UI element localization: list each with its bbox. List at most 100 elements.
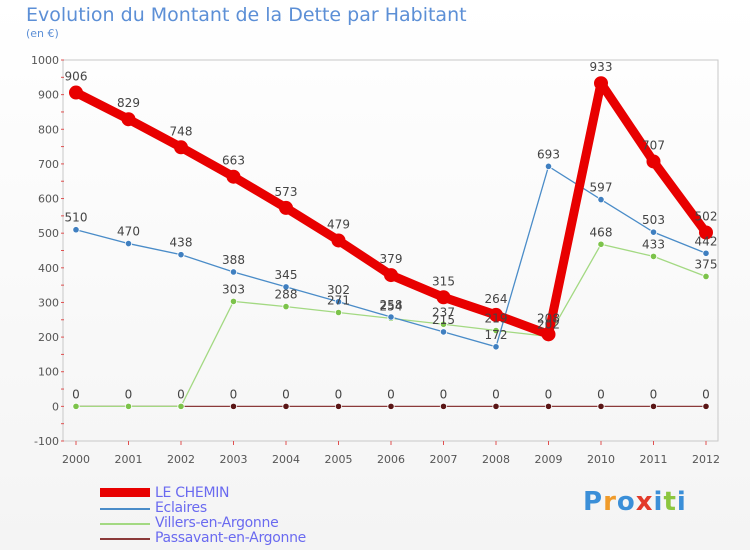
data-label: 271	[327, 293, 350, 307]
data-point	[124, 402, 133, 410]
data-label: 0	[387, 387, 395, 401]
data-point	[282, 303, 290, 311]
legend-swatch-villers-en-argonne	[100, 523, 150, 525]
data-point	[594, 76, 608, 91]
data-point	[282, 283, 290, 291]
data-point	[72, 402, 80, 410]
data-point	[72, 226, 80, 234]
data-point	[597, 240, 605, 248]
x-tick-label: 2000	[62, 453, 90, 466]
data-label: 172	[485, 328, 508, 342]
data-label: 0	[177, 387, 185, 401]
data-label: 0	[72, 387, 80, 401]
legend-label: LE CHEMIN	[155, 485, 230, 501]
data-point	[492, 343, 500, 351]
data-label: 288	[275, 288, 298, 302]
y-tick-label: 100	[38, 366, 59, 379]
data-label: 510	[65, 211, 88, 225]
data-label: 573	[275, 185, 298, 199]
data-label: 468	[590, 225, 613, 239]
data-label: 315	[432, 274, 455, 288]
data-point	[229, 402, 238, 410]
data-label: 258	[380, 298, 403, 312]
y-tick-label: 600	[38, 193, 59, 206]
data-label: 219	[485, 312, 508, 326]
y-tick-label: 0	[52, 400, 59, 413]
proxiti-logo: Proxiti	[583, 487, 687, 517]
data-point	[69, 85, 83, 100]
data-label: 0	[650, 387, 658, 401]
chart-title: Evolution du Montant de la Dette par Hab…	[26, 4, 467, 26]
y-tick-label: -100	[34, 435, 59, 448]
legend-label: Passavant-en-Argonne	[155, 530, 306, 546]
x-tick-label: 2007	[430, 453, 458, 466]
data-label: 0	[230, 387, 238, 401]
data-point	[439, 402, 448, 410]
legend-swatch-eclaires	[100, 508, 150, 510]
series-line-le-chemin	[71, 78, 711, 339]
data-point	[331, 233, 346, 248]
data-point	[279, 200, 293, 215]
data-label: 479	[327, 217, 350, 231]
x-tick-label: 2003	[220, 453, 248, 466]
data-label: 597	[590, 181, 613, 195]
logo-letter: x	[635, 487, 654, 517]
data-point	[334, 308, 343, 317]
data-point	[439, 328, 448, 336]
data-point	[439, 320, 448, 328]
data-label: 202	[537, 317, 560, 331]
logo-letter: t	[663, 487, 677, 517]
data-label: 254	[380, 299, 403, 313]
data-label: 707	[642, 138, 665, 152]
logo-letter: o	[616, 487, 636, 517]
data-label: 388	[222, 253, 245, 267]
data-label: 379	[380, 252, 403, 266]
data-point	[384, 268, 398, 283]
y-tick-label: 700	[38, 158, 59, 171]
data-label: 442	[695, 234, 718, 248]
data-point	[492, 402, 500, 410]
data-point	[387, 313, 395, 321]
data-point	[229, 268, 238, 276]
data-point	[597, 195, 605, 204]
data-point	[436, 290, 451, 305]
data-point	[229, 297, 238, 306]
x-tick-label: 2001	[115, 453, 143, 466]
data-point	[544, 402, 553, 410]
data-label: 470	[117, 225, 140, 239]
y-tick-label: 900	[38, 89, 59, 102]
data-label: 438	[170, 236, 193, 250]
y-tick-label: 1000	[31, 54, 59, 67]
logo-letter: r	[603, 487, 617, 517]
data-point	[177, 251, 185, 259]
data-label: 215	[432, 313, 455, 327]
data-label: 0	[125, 387, 133, 401]
data-point	[649, 228, 658, 236]
logo-letter: i	[653, 487, 664, 517]
data-label: 0	[702, 387, 710, 401]
data-point	[646, 154, 661, 169]
x-tick-label: 2012	[692, 453, 720, 466]
data-label: 303	[222, 282, 245, 296]
data-label: 433	[642, 237, 665, 251]
data-point	[597, 402, 605, 410]
x-tick-label: 2005	[325, 453, 353, 466]
data-label: 375	[695, 257, 718, 271]
data-point	[702, 272, 710, 281]
data-point	[702, 249, 710, 257]
data-point	[174, 140, 188, 155]
x-tick-label: 2002	[167, 453, 195, 466]
data-label: 0	[545, 387, 553, 401]
data-point	[177, 402, 185, 410]
y-tick-label: 200	[38, 331, 59, 344]
chart-subtitle: (en €)	[26, 27, 59, 40]
data-point	[489, 307, 503, 322]
x-tick-label: 2004	[272, 453, 300, 466]
legend-swatch-passavant-en-argonne	[100, 538, 150, 540]
data-point	[387, 402, 395, 410]
data-point	[124, 239, 133, 248]
data-label: 829	[117, 96, 140, 110]
data-point	[121, 112, 136, 127]
